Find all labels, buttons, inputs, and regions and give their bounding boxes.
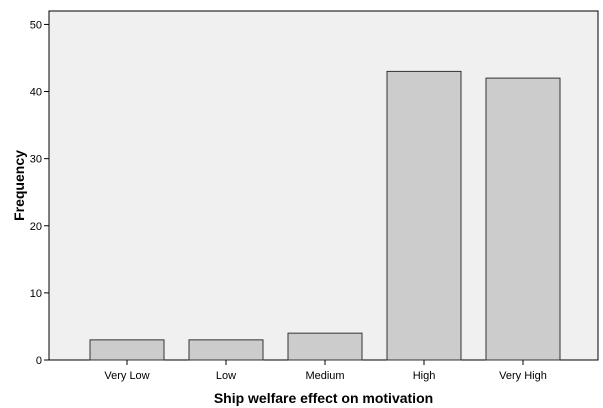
x-tick-label: Medium: [305, 370, 344, 382]
x-tick-label: Low: [216, 370, 236, 382]
bars: [89, 70, 561, 361]
y-tick-label: 0: [36, 355, 42, 367]
bar: [287, 332, 363, 361]
x-tick-label: High: [413, 370, 436, 382]
x-tick-label: Very Low: [104, 370, 149, 382]
y-axis-title: Frequency: [11, 150, 27, 221]
y-tick-label: 50: [30, 19, 42, 31]
bar: [485, 77, 561, 361]
y-tick-label: 20: [30, 221, 42, 233]
bar: [89, 339, 165, 361]
y-tick-label: 10: [30, 288, 42, 300]
y-tick-label: 30: [30, 154, 42, 166]
bar: [188, 339, 264, 361]
x-axis-title: Ship welfare effect on motivation: [214, 390, 433, 406]
x-axis-ticks: Very Low Low Medium High Very High: [104, 360, 547, 382]
x-tick-label: Very High: [499, 370, 547, 382]
y-tick-label: 40: [30, 87, 42, 99]
bar: [386, 70, 462, 361]
y-axis-ticks: 0 10 20 30 40 50: [30, 19, 49, 367]
